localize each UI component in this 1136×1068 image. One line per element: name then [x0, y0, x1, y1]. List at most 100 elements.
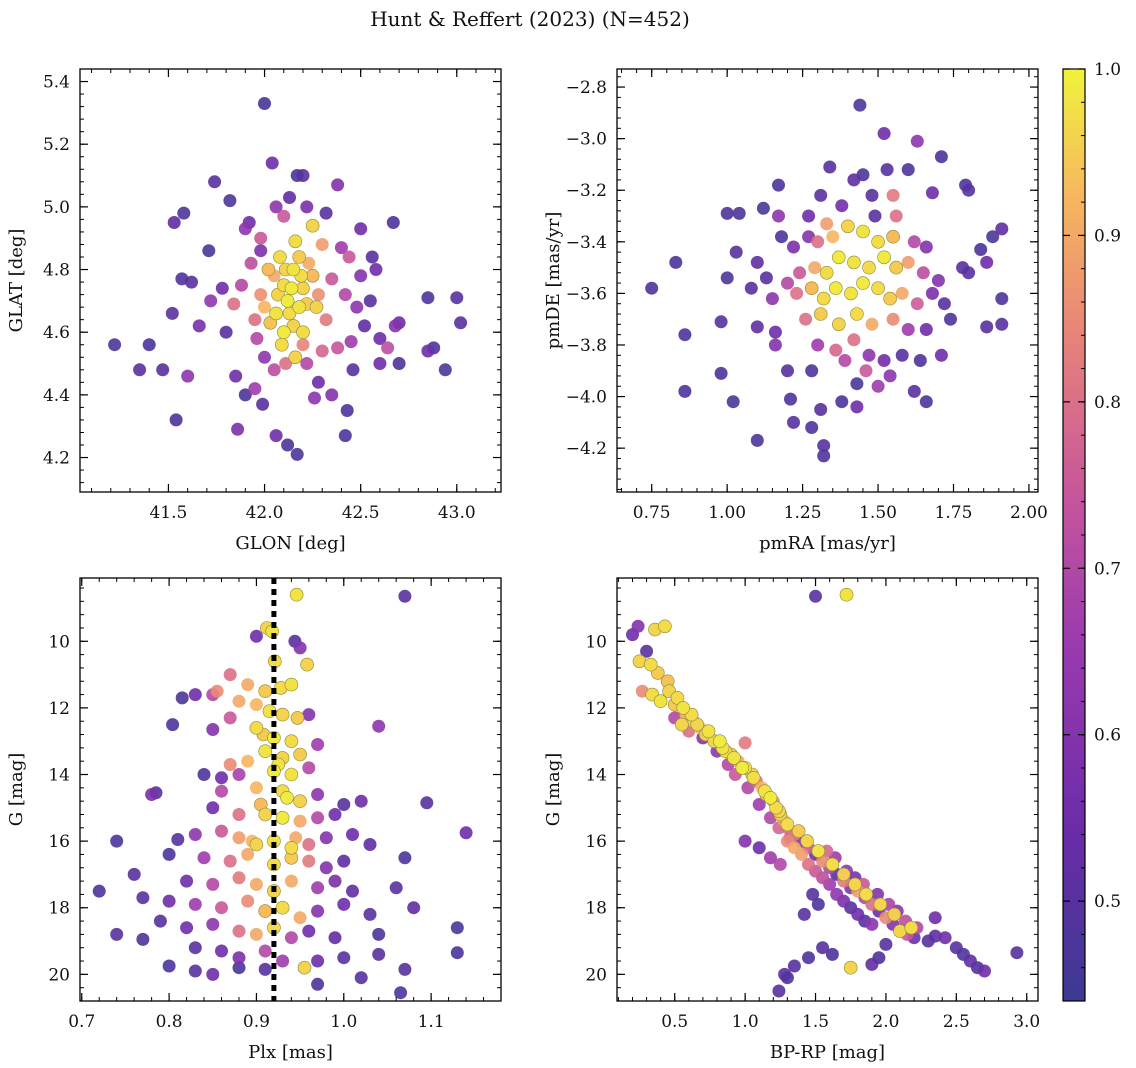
data-point [817, 449, 831, 463]
data-point [258, 350, 271, 364]
data-point [793, 266, 807, 280]
data-point [847, 173, 861, 187]
data-point [919, 395, 933, 409]
data-point [241, 678, 255, 692]
data-point [293, 814, 307, 828]
y-tick-label: 12 [48, 699, 70, 719]
data-point [215, 281, 229, 295]
data-point [311, 788, 325, 801]
data-point [850, 400, 864, 414]
data-point [919, 240, 933, 254]
data-point [847, 255, 861, 270]
data-point [658, 619, 672, 634]
data-point [752, 798, 766, 811]
data-point [859, 887, 874, 902]
data-point [296, 169, 310, 182]
data-point [249, 837, 264, 852]
data-point [108, 338, 122, 352]
data-point [204, 294, 218, 308]
data-point [293, 641, 307, 655]
data-point [738, 736, 752, 750]
data-point [806, 887, 820, 901]
data-point [995, 222, 1009, 236]
y-tick-label: 16 [585, 832, 607, 852]
data-point [288, 234, 303, 249]
data-point [210, 684, 224, 698]
data-point [963, 954, 977, 968]
data-point [398, 962, 412, 976]
pm-x-axis-label: pmRA [mas/yr] [759, 533, 896, 554]
data-point [809, 589, 822, 603]
data-point [714, 315, 728, 329]
data-point [302, 854, 316, 868]
data-point [276, 954, 290, 968]
data-point [232, 951, 246, 965]
data-point [631, 619, 645, 633]
y-tick-label: 14 [48, 766, 70, 786]
data-point [877, 127, 891, 140]
data-point [931, 274, 945, 287]
data-point [388, 319, 402, 333]
data-point [831, 317, 846, 332]
data-point [850, 377, 864, 391]
data-point [372, 927, 386, 941]
data-point [311, 375, 325, 389]
data-point [995, 317, 1009, 331]
colorbar-tick-label: 1.0 [1094, 60, 1121, 80]
data-point [928, 911, 942, 925]
data-point [284, 677, 299, 692]
data-point [197, 851, 211, 865]
data-point [145, 788, 159, 801]
data-point [215, 824, 228, 838]
x-tick-label: 2.0 [872, 1012, 899, 1032]
plx-x-axis-label: Plx [mas] [248, 1042, 333, 1063]
data-point [292, 300, 307, 314]
data-point [763, 790, 778, 805]
data-point [223, 711, 237, 725]
y-tick-label: 14 [585, 766, 607, 786]
colorbar-tick-label: 0.7 [1094, 559, 1121, 579]
data-point [365, 250, 379, 264]
data-point [248, 382, 262, 396]
data-point [811, 897, 825, 911]
data-point [856, 224, 870, 239]
data-point [229, 369, 243, 383]
data-point [340, 404, 354, 417]
data-point [802, 209, 816, 223]
data-point [284, 874, 298, 888]
data-point [373, 357, 387, 370]
panel-plx: 0.7 0.8 0.9 1.0 1.1 10 12 14 16 18 20 Plx [mas] G [m… [6, 577, 502, 1063]
data-point [305, 268, 320, 283]
pm-y-axis-label: pmDE [mas/yr] [543, 212, 564, 350]
data-point [808, 261, 822, 275]
data-point [825, 947, 839, 961]
data-point [904, 920, 919, 935]
data-point [235, 278, 248, 292]
cmd-x-axis-label: BP-RP [mag] [770, 1042, 885, 1063]
y-tick-label: 5.4 [43, 73, 70, 93]
data-point [934, 150, 948, 164]
data-point [290, 711, 305, 725]
data-point [879, 937, 893, 951]
data-point [346, 828, 359, 841]
data-point [714, 366, 728, 380]
data-point [153, 914, 167, 928]
data-point [759, 271, 773, 285]
x-tick-label: 1.5 [802, 1012, 829, 1032]
data-point [185, 275, 198, 289]
data-point [823, 160, 837, 174]
data-point [232, 768, 246, 781]
data-point [293, 911, 307, 925]
data-point [296, 281, 310, 296]
data-point [227, 297, 241, 311]
data-point [166, 718, 180, 732]
y-tick-label: 12 [585, 699, 607, 719]
data-point [296, 338, 310, 352]
colorbar-tick-label: 0.9 [1094, 226, 1121, 246]
data-point [853, 98, 867, 112]
data-point [805, 364, 819, 378]
cmd-ticks: 0.5 1.0 1.5 2.0 2.5 3.0 10 12 14 16 18 20 [585, 578, 1040, 1032]
data-point [269, 306, 283, 321]
data-point [835, 199, 849, 213]
data-point [450, 291, 464, 305]
